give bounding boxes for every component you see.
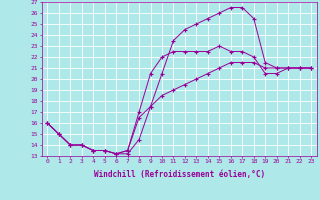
X-axis label: Windchill (Refroidissement éolien,°C): Windchill (Refroidissement éolien,°C) <box>94 170 265 179</box>
